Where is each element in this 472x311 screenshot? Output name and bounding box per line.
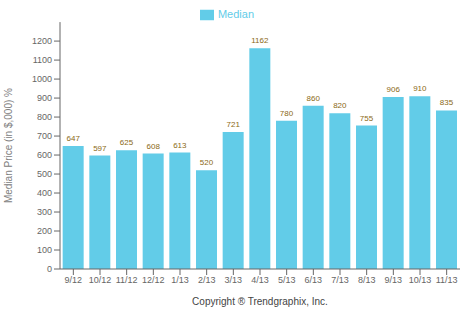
svg-text:10/12: 10/12: [89, 275, 112, 285]
svg-text:9/12: 9/12: [65, 275, 83, 285]
svg-text:1162: 1162: [251, 36, 269, 45]
svg-text:721: 721: [226, 120, 240, 129]
svg-text:300: 300: [37, 207, 52, 217]
svg-text:0: 0: [47, 264, 52, 274]
svg-text:9/13: 9/13: [385, 275, 403, 285]
svg-text:520: 520: [200, 158, 214, 167]
svg-text:2/13: 2/13: [198, 275, 216, 285]
svg-text:608: 608: [146, 142, 160, 151]
svg-text:1000: 1000: [32, 74, 52, 84]
svg-text:200: 200: [37, 226, 52, 236]
svg-text:Copyright ® Trendgraphix, Inc.: Copyright ® Trendgraphix, Inc.: [192, 296, 328, 307]
svg-text:647: 647: [66, 134, 80, 143]
svg-text:500: 500: [37, 169, 52, 179]
svg-text:597: 597: [93, 144, 107, 153]
svg-text:100: 100: [37, 245, 52, 255]
svg-text:8/13: 8/13: [358, 275, 376, 285]
svg-text:820: 820: [333, 101, 347, 110]
html-text:Median: Median: [218, 8, 254, 20]
svg-text:400: 400: [37, 188, 52, 198]
svg-text:755: 755: [360, 114, 374, 123]
svg-text:835: 835: [440, 98, 454, 107]
svg-text:700: 700: [37, 131, 52, 141]
svg-text:1100: 1100: [33, 55, 52, 65]
svg-text:10/13: 10/13: [409, 275, 432, 285]
svg-text:6/13: 6/13: [305, 275, 323, 285]
svg-text:860: 860: [306, 94, 320, 103]
svg-text:800: 800: [37, 112, 52, 122]
svg-text:3/13: 3/13: [225, 275, 243, 285]
svg-text:906: 906: [386, 85, 400, 94]
svg-text:Median Price (in $,000) %: Median Price (in $,000) %: [8, 88, 14, 203]
svg-text:625: 625: [120, 138, 134, 147]
svg-text:780: 780: [280, 109, 294, 118]
svg-text:613: 613: [173, 141, 187, 150]
svg-text:7/13: 7/13: [331, 275, 349, 285]
svg-text:600: 600: [37, 150, 52, 160]
svg-text:11/12: 11/12: [116, 275, 138, 285]
svg-text:5/13: 5/13: [278, 275, 296, 285]
svg-text:4/13: 4/13: [251, 275, 269, 285]
svg-text:11/13: 11/13: [436, 275, 458, 285]
svg-text:1/13: 1/13: [171, 275, 189, 285]
svg-text:910: 910: [413, 84, 427, 93]
svg-text:900: 900: [37, 93, 52, 103]
svg-text:1200: 1200: [32, 36, 52, 46]
svg-text:12/12: 12/12: [142, 275, 165, 285]
